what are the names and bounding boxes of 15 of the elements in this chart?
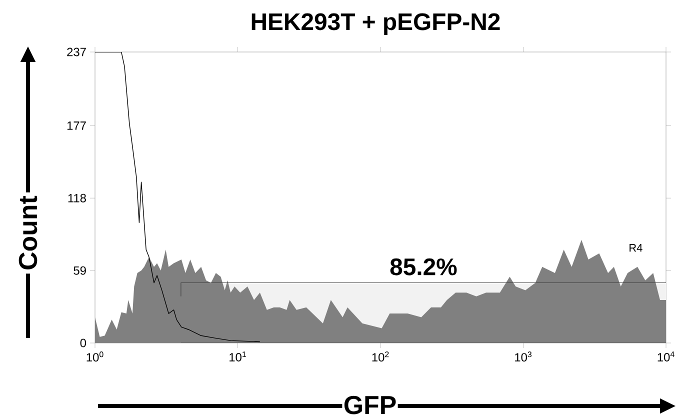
y-tick-label: 59 — [74, 266, 86, 275]
x-tick-label: 10$^{3}$ — [515, 352, 532, 362]
annotation: 85.2% — [390, 258, 457, 276]
x-tick-label: 10$^{4}$ — [658, 352, 674, 362]
y-tick-label: 177 — [67, 122, 86, 130]
y-tick-label: 237 — [67, 48, 86, 56]
x-tick-label: 10$^{1}$ — [230, 352, 246, 362]
chart-title: HEK293T + pEGFP-N2 — [252, 13, 500, 35]
y-axis-title: Count — [18, 196, 38, 270]
band-label: R4 — [630, 244, 642, 252]
x-tick-label: 10$^{2}$ — [372, 352, 389, 362]
y-tick-label: 0 — [80, 338, 86, 348]
y-tick-label: 118 — [68, 194, 86, 202]
x-tick-label: 10$^{0}$ — [86, 352, 104, 362]
x-axis-title: GFP — [344, 396, 396, 414]
